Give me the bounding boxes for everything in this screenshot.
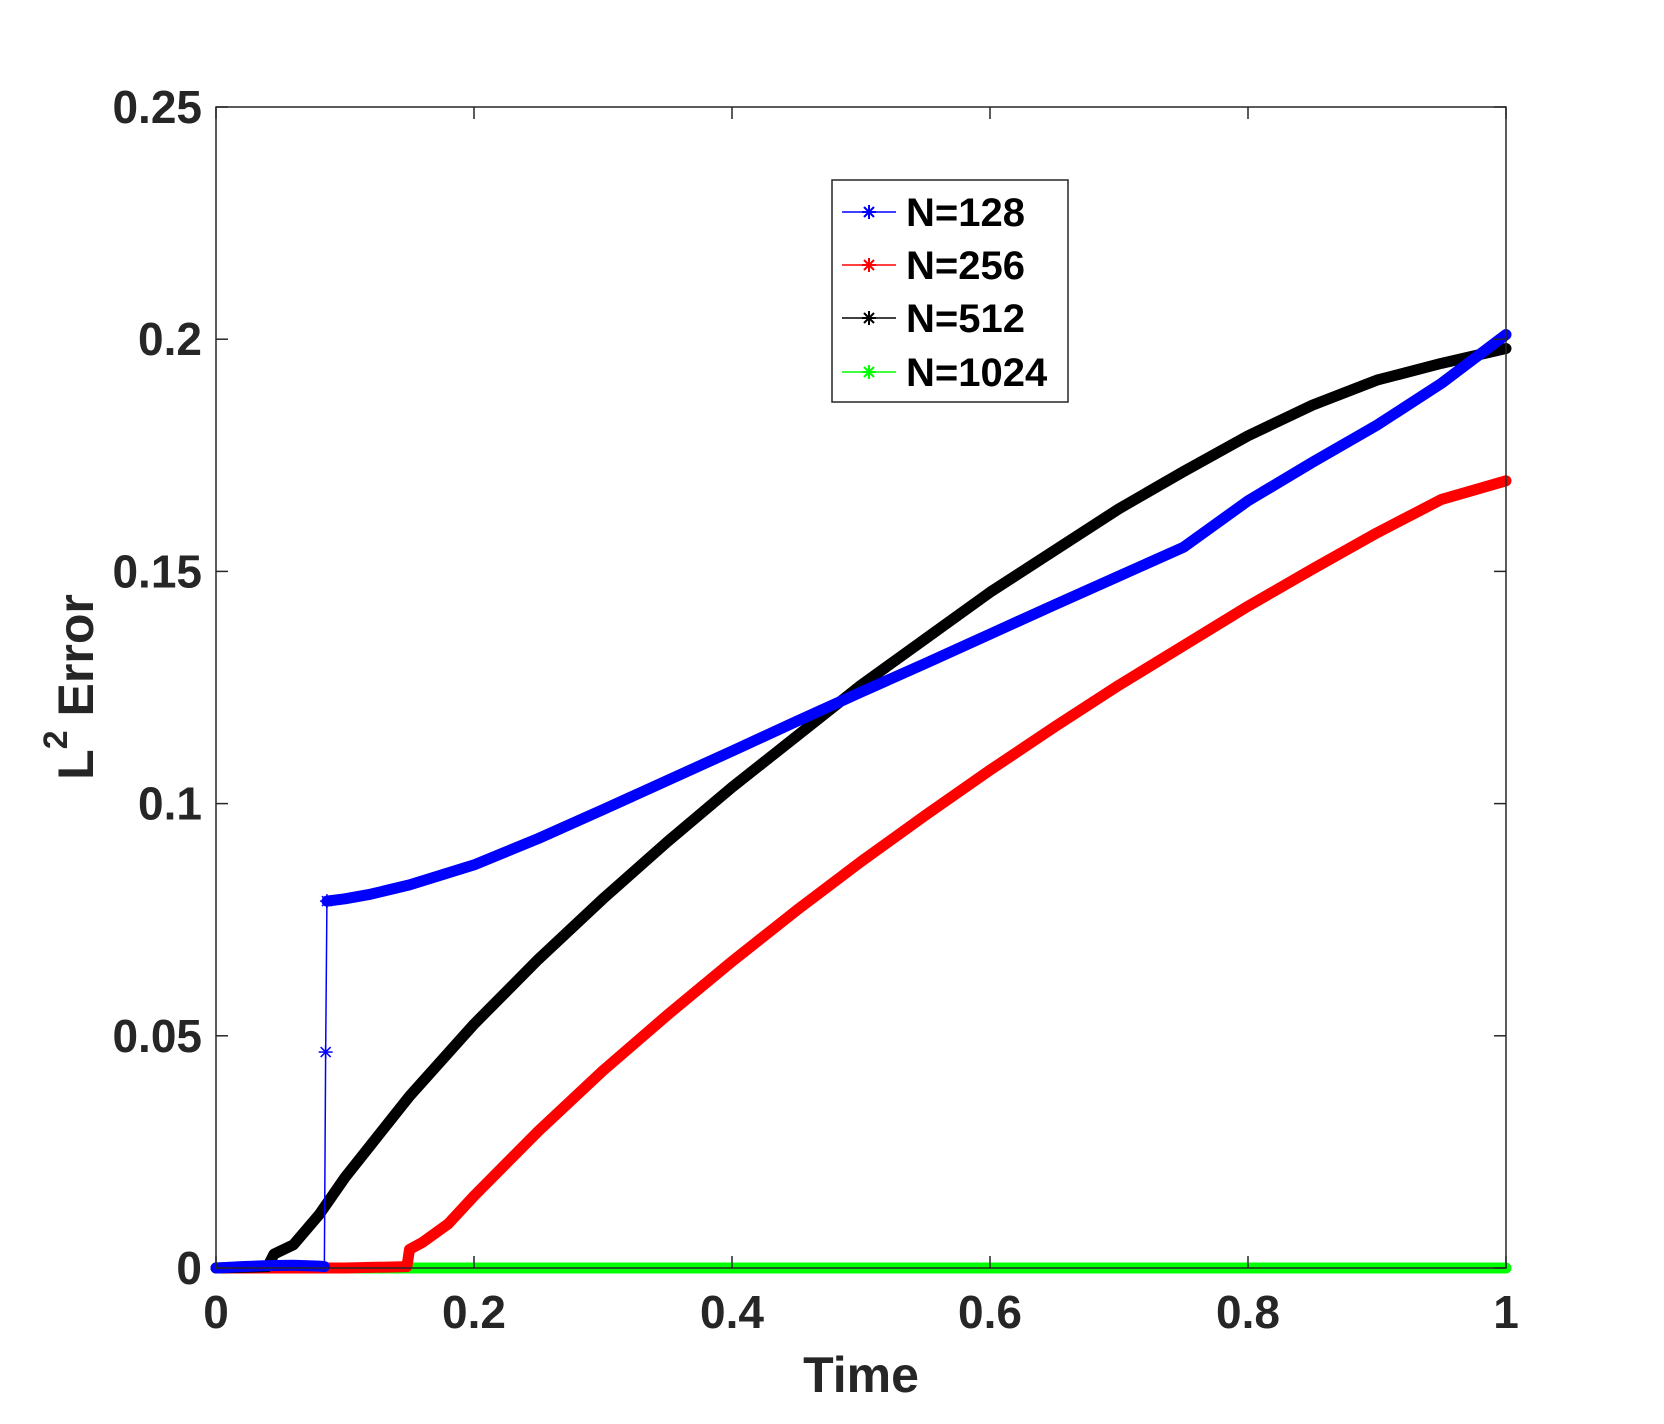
y-tick-label: 0 — [176, 1242, 202, 1294]
x-tick-label: 0.4 — [700, 1286, 764, 1338]
y-axis-title-base: L — [48, 749, 104, 780]
legend-label: N=512 — [906, 297, 1025, 341]
legend-label: N=128 — [906, 191, 1025, 235]
legend-label: N=256 — [906, 244, 1025, 288]
series-n-128 — [210, 329, 1512, 1274]
legend: N=128 N=256 N=512 N=1024 — [831, 179, 1069, 403]
legend-swatch-marker — [862, 365, 876, 379]
x-tick-label: 1 — [1493, 1286, 1519, 1338]
ticks-layer: 0 0.2 0.4 0.6 0.8 1 0 0.05 0.1 0.15 0.2 0.25 — [112, 81, 1518, 1338]
series-layer — [210, 329, 1512, 1274]
legend-entry: N=128 — [842, 191, 1025, 235]
legend-entry: N=512 — [842, 297, 1025, 341]
series-n-256 — [210, 475, 1512, 1274]
y-axis-title-superscript: 2 — [37, 730, 75, 749]
svg-text:L2 Error: L2 Error — [37, 594, 104, 780]
y-tick-label: 0.25 — [112, 81, 202, 133]
legend-entry: N=1024 — [842, 351, 1048, 395]
legend-swatch-marker — [862, 311, 876, 325]
x-axis-title: Time — [803, 1347, 919, 1403]
legend-swatch-marker — [862, 258, 876, 272]
legend-box — [831, 179, 1069, 403]
legend-entry: N=256 — [842, 244, 1025, 288]
y-tick-label: 0.1 — [138, 778, 202, 830]
series-band-n-128 — [321, 329, 1512, 907]
axes-box — [215, 106, 1507, 1269]
y-axis-title-rest: Error — [48, 594, 104, 716]
x-tick-label: 0 — [203, 1286, 229, 1338]
legend-swatch-marker — [862, 205, 876, 219]
data-point-marker — [318, 1045, 333, 1060]
y-axis-title: L2 Error — [37, 594, 104, 780]
series-n-512 — [210, 342, 1512, 1274]
legend-entries: N=128 N=256 N=512 N=1024 — [842, 191, 1048, 395]
series-band-n-256 — [210, 475, 1512, 1274]
x-tick-label: 0.2 — [442, 1286, 506, 1338]
y-axis-title-spacer — [48, 716, 104, 730]
data-point-marker — [319, 894, 334, 909]
y-tick-label: 0.2 — [138, 313, 202, 365]
x-tick-label: 0.8 — [1216, 1286, 1280, 1338]
y-tick-label: 0.15 — [112, 545, 202, 597]
y-tick-label: 0.05 — [112, 1010, 202, 1062]
legend-label: N=1024 — [906, 351, 1048, 395]
series-band-n-128 — [210, 1259, 330, 1274]
x-tick-label: 0.6 — [958, 1286, 1022, 1338]
series-band-n-512 — [210, 342, 1512, 1274]
